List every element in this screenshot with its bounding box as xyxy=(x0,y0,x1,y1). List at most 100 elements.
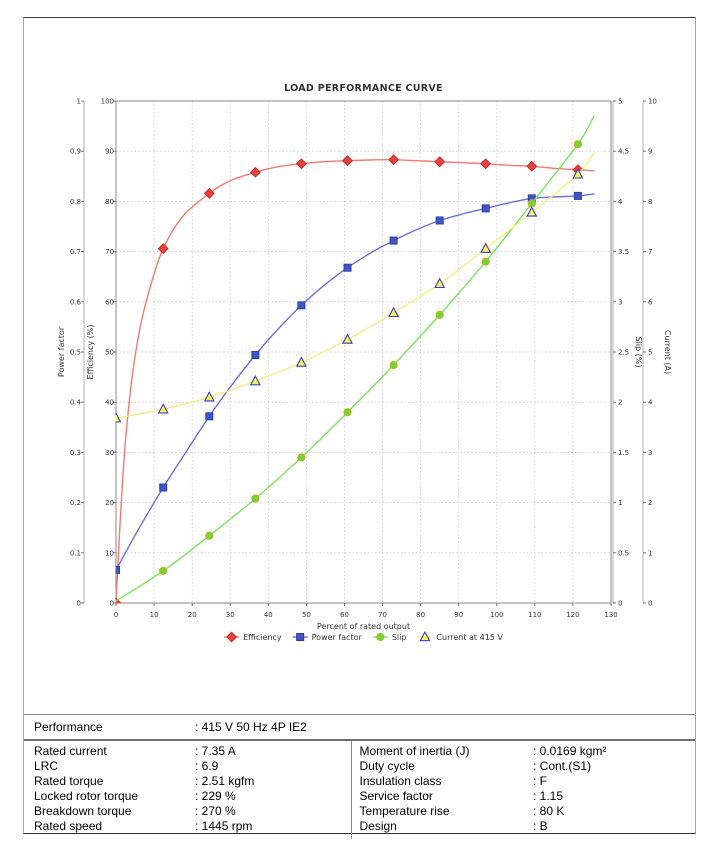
spec-label: Moment of inertia (J) xyxy=(350,740,521,759)
svg-text:30: 30 xyxy=(226,611,235,619)
svg-text:0.1: 0.1 xyxy=(70,549,81,557)
spec-value: : 1445 rpm xyxy=(195,819,253,833)
load-performance-chart: LOAD PERFORMANCE CURVE 0 0.1 0.2 0.3 0.4 0.5 0.… xyxy=(24,18,695,714)
svg-text:0.7: 0.7 xyxy=(70,248,81,256)
svg-text:3.5: 3.5 xyxy=(618,248,629,256)
svg-text:9: 9 xyxy=(648,148,652,156)
table-row: Rated speed : 1445 rpm Design : B xyxy=(24,819,695,839)
svg-text:0.3: 0.3 xyxy=(70,449,81,457)
gridlines xyxy=(116,101,611,603)
legend-item: Current at 415 V xyxy=(417,630,503,642)
svg-text:3: 3 xyxy=(618,298,622,306)
svg-text:70: 70 xyxy=(378,611,387,619)
svg-text:110: 110 xyxy=(528,611,541,619)
legend-label: Current at 415 V xyxy=(436,633,503,642)
spec-label: Rated current xyxy=(34,744,107,758)
svg-text:10: 10 xyxy=(150,611,159,619)
efficiency-axis-title: Efficiency (%) xyxy=(86,325,95,380)
spec-value: : 80 K xyxy=(533,804,565,818)
spec-value: : 270 % xyxy=(195,804,236,818)
svg-text:1: 1 xyxy=(618,499,622,507)
svg-text:2: 2 xyxy=(648,499,652,507)
series-current xyxy=(115,152,595,423)
power-factor-axis: 0 0.1 0.2 0.3 0.4 0.5 0.6 0.7 0.8 0.9 1 Power facto… xyxy=(57,98,85,608)
svg-text:7: 7 xyxy=(648,248,652,256)
svg-text:1: 1 xyxy=(77,98,81,106)
performance-value: : 415 V 50 Hz 4P IE2 xyxy=(189,714,695,741)
spec-label: Design xyxy=(350,819,521,839)
spec-value: : 7.35 A xyxy=(195,744,236,758)
svg-text:130: 130 xyxy=(604,611,617,619)
spec-label: Locked rotor torque xyxy=(34,789,139,803)
legend-item: Power factor xyxy=(292,633,363,642)
spec-label: Service factor xyxy=(350,789,521,804)
performance-label: Performance xyxy=(24,714,189,741)
svg-text:1.5: 1.5 xyxy=(618,449,629,457)
spec-label: Rated speed xyxy=(34,819,103,833)
spec-label: Duty cycle xyxy=(350,759,521,774)
table-row: Breakdown torque : 270 % Temperature ris… xyxy=(24,804,695,819)
svg-text:50: 50 xyxy=(105,349,114,357)
svg-text:5: 5 xyxy=(618,98,622,106)
legend-item: Efficiency xyxy=(224,631,282,643)
svg-text:6: 6 xyxy=(648,298,653,306)
table-row: Locked rotor torque : 229 % Service fact… xyxy=(24,789,695,804)
svg-text:30: 30 xyxy=(105,449,114,457)
chart-title: LOAD PERFORMANCE CURVE xyxy=(284,83,443,94)
svg-text:8: 8 xyxy=(648,198,652,206)
slip-axis: 0 0.5 1 1.5 2 2.5 3 3.5 4 4.5 5 Slip (%) xyxy=(612,98,643,608)
spec-value: : F xyxy=(533,774,547,788)
spec-label: Insulation class xyxy=(350,774,521,789)
svg-text:20: 20 xyxy=(105,499,114,507)
svg-text:0.8: 0.8 xyxy=(70,198,81,206)
svg-text:100: 100 xyxy=(101,98,114,106)
chart-legend: Efficiency Power factor Slip Current at 415… xyxy=(224,630,503,643)
svg-text:50: 50 xyxy=(302,611,311,619)
page-border-frame: LOAD PERFORMANCE CURVE 0 0.1 0.2 0.3 0.4 0.5 0.… xyxy=(23,17,696,839)
spec-value: : 229 % xyxy=(195,789,236,803)
svg-text:60: 60 xyxy=(105,298,114,306)
svg-text:0: 0 xyxy=(110,600,114,608)
svg-text:0.9: 0.9 xyxy=(70,148,81,156)
svg-text:0: 0 xyxy=(618,600,622,608)
svg-text:90: 90 xyxy=(454,611,463,619)
svg-text:2.5: 2.5 xyxy=(618,349,629,357)
spec-label: Rated torque xyxy=(34,774,104,788)
svg-text:4.5: 4.5 xyxy=(618,148,629,156)
spec-value: : 1.15 xyxy=(533,789,564,803)
svg-text:80: 80 xyxy=(416,611,425,619)
legend-label: Power factor xyxy=(312,633,363,642)
x-axis: 0 10 20 30 40 50 60 70 80 90 100 110 120 130 Percent o… xyxy=(114,603,618,631)
spec-value: : 0.0169 kgm² xyxy=(533,744,607,758)
spec-label: Breakdown torque xyxy=(34,804,132,818)
svg-text:5: 5 xyxy=(648,349,652,357)
svg-text:0: 0 xyxy=(114,611,118,619)
svg-text:0.2: 0.2 xyxy=(70,499,81,507)
table-row: Rated current : 7.35 A Moment of inertia… xyxy=(24,740,695,759)
spec-label: Temperature rise xyxy=(350,804,521,819)
slip-axis-title: Slip (%) xyxy=(634,337,643,368)
svg-text:10: 10 xyxy=(648,98,657,106)
spec-label: LRC xyxy=(34,759,59,773)
svg-text:20: 20 xyxy=(188,611,197,619)
svg-text:0.5: 0.5 xyxy=(618,549,629,557)
efficiency-axis: 0 10 20 30 40 50 60 70 80 90 100 Efficiency (%) xyxy=(86,98,116,608)
legend-label: Slip xyxy=(392,633,407,642)
table-row: LRC : 6.9 Duty cycle : Cont.(S1) xyxy=(24,759,695,774)
svg-text:0: 0 xyxy=(648,600,652,608)
svg-text:80: 80 xyxy=(105,198,114,206)
table-header-row: Performance : 415 V 50 Hz 4P IE2 xyxy=(24,714,695,741)
svg-text:60: 60 xyxy=(340,611,349,619)
spec-value: : Cont.(S1) xyxy=(533,759,592,773)
performance-table: Performance : 415 V 50 Hz 4P IE2 Rated c… xyxy=(24,714,695,839)
spec-value: : B xyxy=(533,819,548,833)
load-performance-curve-svg: LOAD PERFORMANCE CURVE 0 0.1 0.2 0.3 0.4 0.5 0.… xyxy=(57,83,672,643)
svg-text:90: 90 xyxy=(105,148,114,156)
series-slip xyxy=(115,115,595,602)
svg-text:4: 4 xyxy=(618,198,623,206)
series-power_factor xyxy=(115,191,595,574)
svg-text:120: 120 xyxy=(566,611,579,619)
spec-value: : 6.9 xyxy=(195,759,219,773)
svg-text:0.5: 0.5 xyxy=(70,349,81,357)
legend-label: Efficiency xyxy=(243,633,282,642)
